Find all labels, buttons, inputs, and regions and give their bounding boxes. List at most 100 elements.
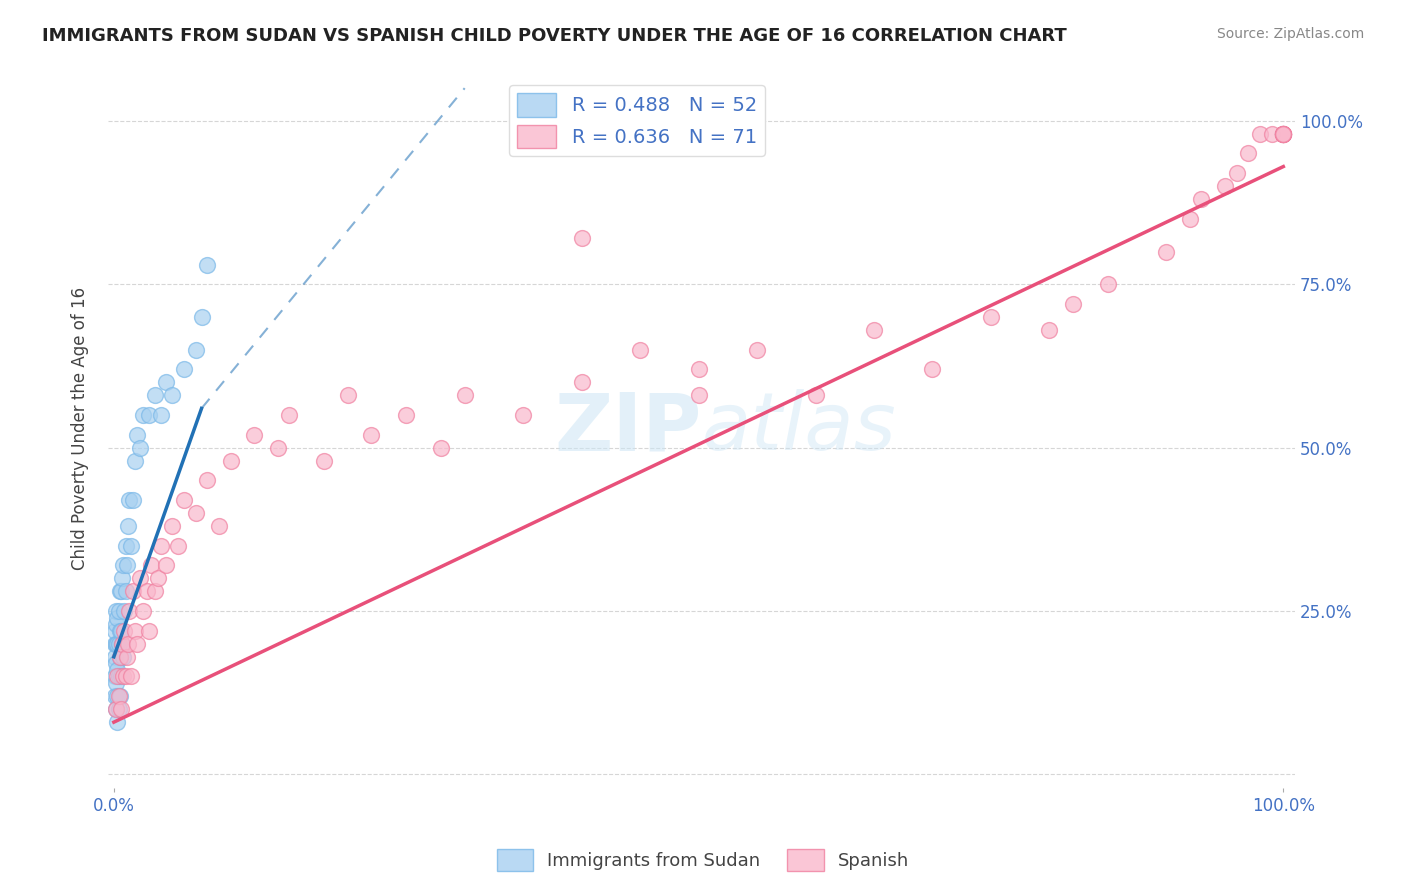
Point: [314, 453, 336, 467]
Point: [1156, 244, 1178, 259]
Point: [112, 649, 135, 664]
Point: [138, 408, 160, 422]
Point: [197, 473, 219, 487]
Point: [105, 610, 128, 624]
Point: [105, 715, 128, 730]
Point: [360, 427, 382, 442]
Point: [105, 637, 128, 651]
Point: [105, 669, 128, 683]
Point: [127, 637, 149, 651]
Point: [107, 637, 129, 651]
Point: [688, 362, 710, 376]
Point: [124, 453, 146, 467]
Point: [149, 408, 172, 422]
Point: [863, 323, 886, 337]
Point: [980, 310, 1002, 324]
Text: ZIP: ZIP: [554, 389, 702, 467]
Point: [571, 376, 593, 390]
Point: [104, 689, 127, 703]
Point: [1178, 211, 1201, 226]
Point: [117, 519, 139, 533]
Point: [1191, 192, 1213, 206]
Point: [149, 539, 172, 553]
Y-axis label: Child Poverty Under the Age of 16: Child Poverty Under the Age of 16: [72, 286, 89, 570]
Point: [184, 506, 207, 520]
Point: [104, 669, 127, 683]
Text: atlas: atlas: [702, 389, 896, 467]
Point: [112, 558, 135, 573]
Point: [115, 649, 138, 664]
Point: [173, 492, 195, 507]
Point: [110, 584, 132, 599]
Point: [117, 637, 139, 651]
Point: [454, 388, 477, 402]
Point: [1097, 277, 1119, 292]
Point: [132, 408, 155, 422]
Point: [111, 637, 134, 651]
Point: [1260, 127, 1282, 141]
Point: [120, 669, 142, 683]
Point: [266, 441, 288, 455]
Point: [162, 519, 184, 533]
Point: [1272, 127, 1295, 141]
Point: [128, 571, 150, 585]
Point: [105, 689, 128, 703]
Point: [105, 617, 128, 632]
Point: [197, 258, 219, 272]
Point: [114, 539, 136, 553]
Point: [173, 362, 195, 376]
Text: IMMIGRANTS FROM SUDAN VS SPANISH CHILD POVERTY UNDER THE AGE OF 16 CORRELATION C: IMMIGRANTS FROM SUDAN VS SPANISH CHILD P…: [42, 27, 1067, 45]
Point: [118, 492, 141, 507]
Point: [124, 624, 146, 638]
Point: [1272, 127, 1295, 141]
Point: [155, 558, 177, 573]
Point: [1062, 297, 1084, 311]
Point: [127, 427, 149, 442]
Point: [105, 657, 128, 671]
Point: [190, 310, 212, 324]
Point: [219, 453, 242, 467]
Point: [688, 388, 710, 402]
Point: [1272, 127, 1295, 141]
Point: [114, 669, 136, 683]
Point: [155, 376, 177, 390]
Point: [108, 624, 131, 638]
Point: [107, 604, 129, 618]
Point: [921, 362, 943, 376]
Point: [104, 624, 127, 638]
Point: [111, 571, 134, 585]
Point: [1272, 127, 1295, 141]
Point: [1213, 179, 1236, 194]
Point: [108, 584, 131, 599]
Point: [184, 343, 207, 357]
Point: [143, 584, 166, 599]
Point: [121, 584, 143, 599]
Point: [1272, 127, 1295, 141]
Point: [105, 663, 128, 677]
Point: [138, 624, 160, 638]
Point: [120, 539, 142, 553]
Legend: R = 0.488   N = 52, R = 0.636   N = 71: R = 0.488 N = 52, R = 0.636 N = 71: [509, 86, 765, 156]
Point: [278, 408, 301, 422]
Point: [512, 408, 534, 422]
Point: [135, 584, 157, 599]
Point: [141, 558, 163, 573]
Point: [112, 604, 135, 618]
Point: [112, 624, 135, 638]
Point: [1272, 127, 1295, 141]
Point: [1272, 127, 1295, 141]
Point: [571, 231, 593, 245]
Point: [143, 388, 166, 402]
Point: [105, 676, 128, 690]
Point: [1237, 146, 1260, 161]
Point: [745, 343, 768, 357]
Point: [105, 637, 128, 651]
Point: [430, 441, 453, 455]
Point: [162, 388, 184, 402]
Point: [148, 571, 170, 585]
Point: [111, 637, 134, 651]
Point: [128, 441, 150, 455]
Point: [112, 669, 135, 683]
Point: [107, 689, 129, 703]
Point: [105, 702, 128, 716]
